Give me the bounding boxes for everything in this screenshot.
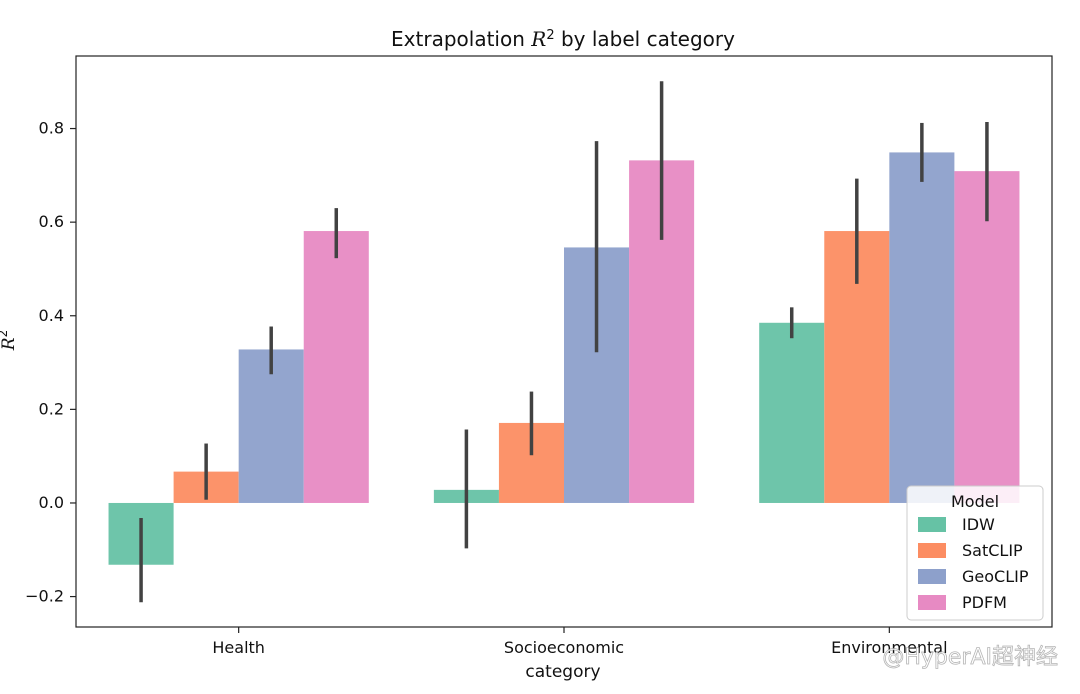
legend: Model IDW SatCLIP GeoCLIP PDFM xyxy=(906,485,1044,621)
y-tick-label: 0.2 xyxy=(39,399,64,418)
x-tick-label: Environmental xyxy=(831,638,947,657)
y-tick-label: 0.8 xyxy=(39,119,64,138)
legend-label-satclip: SatCLIP xyxy=(962,541,1023,560)
bar-geoclip-environmental xyxy=(889,152,955,503)
legend-title: Model xyxy=(951,492,999,511)
x-axis-ticks: Health Socioeconomic Environmental xyxy=(212,627,948,657)
legend-label-geoclip: GeoCLIP xyxy=(962,567,1029,586)
y-axis-ticks: −0.2 0.0 0.2 0.4 0.6 0.8 xyxy=(25,119,76,606)
legend-swatch-satclip xyxy=(918,543,946,558)
legend-swatch-pdfm xyxy=(918,595,946,610)
bar-idw-environmental xyxy=(759,322,825,503)
bar-pdfm-environmental xyxy=(954,171,1020,503)
y-tick-label: 0.6 xyxy=(39,212,64,231)
y-axis-label: R2 xyxy=(0,330,19,351)
x-axis-label: category xyxy=(525,662,600,682)
legend-label-pdfm: PDFM xyxy=(962,593,1007,612)
legend-swatch-idw xyxy=(918,517,946,532)
bar-geoclip-health xyxy=(238,349,304,503)
y-tick-label: −0.2 xyxy=(25,587,64,606)
y-tick-label: 0.4 xyxy=(39,306,64,325)
x-tick-label: Health xyxy=(212,638,265,657)
plot-area xyxy=(75,55,1053,628)
y-tick-label: 0.0 xyxy=(39,493,64,512)
bar-pdfm-health xyxy=(303,231,369,503)
legend-swatch-geoclip xyxy=(918,569,946,584)
legend-label-idw: IDW xyxy=(962,515,995,534)
chart-title: Extrapolation R2 by label category xyxy=(391,27,735,51)
x-tick-label: Socioeconomic xyxy=(504,638,624,657)
watermark-text: @HyperAI超神经 xyxy=(882,645,1058,670)
